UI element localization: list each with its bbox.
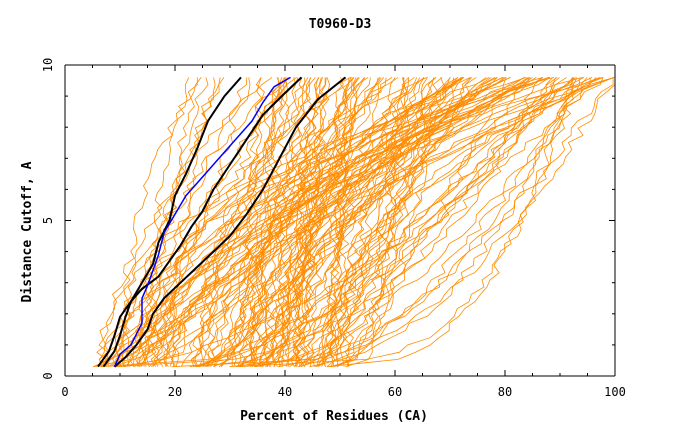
background-series-line: [206, 77, 437, 368]
highlighted-series-line: [97, 76, 303, 368]
y-tick-label: 5: [41, 217, 55, 224]
background-series-line: [194, 77, 525, 367]
highlighted-series-line: [113, 76, 291, 368]
background-series-line: [118, 77, 604, 368]
background-series-line: [284, 77, 311, 367]
background-series-line: [204, 77, 531, 367]
x-tick-label: 60: [388, 385, 402, 399]
background-series-line: [157, 77, 584, 367]
background-series-line: [247, 77, 281, 367]
background-series-line: [273, 77, 462, 367]
background-series-line: [150, 77, 355, 367]
background-series-line: [242, 77, 477, 367]
background-series-line: [115, 77, 273, 367]
background-series-line: [318, 77, 344, 367]
background-series-line: [266, 77, 597, 367]
background-series-line: [98, 77, 550, 367]
x-tick-label: 0: [61, 385, 68, 399]
highlighted-series-line: [102, 76, 242, 368]
background-series-line: [309, 77, 616, 368]
background-series-line: [192, 77, 558, 368]
background-series-line: [189, 77, 473, 368]
background-series-line: [172, 77, 216, 367]
x-tick-label: 20: [168, 385, 182, 399]
background-series-line: [294, 77, 533, 367]
background-series-line: [289, 77, 327, 368]
x-tick-label: 100: [604, 385, 626, 399]
background-series-line: [129, 77, 603, 367]
background-series-line: [153, 77, 427, 367]
background-series-line: [255, 77, 396, 368]
x-axis-label: Percent of Residues (CA): [240, 409, 428, 424]
highlighted-series-group: [97, 76, 347, 368]
background-series-line: [171, 77, 575, 368]
background-series-line: [298, 77, 560, 368]
background-series-line: [239, 77, 581, 368]
x-tick-label: 40: [278, 385, 292, 399]
background-series-line: [135, 77, 511, 367]
y-tick-label: 10: [41, 58, 55, 72]
background-series-line: [96, 77, 527, 367]
background-series-line: [93, 77, 287, 368]
background-series-line: [237, 77, 529, 367]
background-series-line: [138, 77, 289, 367]
background-series-line: [129, 77, 615, 367]
background-series-line: [105, 77, 543, 367]
background-series-line: [110, 77, 221, 368]
background-series-line: [314, 77, 429, 368]
x-tick-label: 80: [498, 385, 512, 399]
background-series-line: [112, 77, 555, 367]
background-series-line: [126, 77, 544, 367]
background-series-line: [298, 77, 614, 368]
background-series-line: [123, 77, 462, 367]
axes-group: 0 20 40 60 80 100 0 5 10: [41, 58, 626, 399]
background-series-line: [190, 77, 506, 367]
background-series-line: [238, 77, 465, 367]
background-series-line: [210, 77, 593, 367]
background-series-line: [255, 77, 573, 368]
background-series-line: [123, 77, 322, 368]
background-series-line: [248, 77, 551, 367]
background-series-line: [237, 77, 578, 368]
background-series-line: [163, 77, 615, 367]
background-series-line: [150, 77, 531, 368]
chart-title: T0960-D3: [309, 17, 372, 32]
background-series-line: [136, 77, 248, 367]
background-series-group: [93, 77, 616, 368]
background-series-line: [284, 77, 314, 367]
background-series-line: [235, 77, 567, 368]
background-series-line: [339, 77, 425, 367]
background-series-line: [151, 77, 198, 367]
background-series-line: [192, 77, 464, 367]
background-series-line: [275, 77, 326, 367]
background-series-line: [254, 77, 588, 368]
background-series-line: [290, 77, 366, 367]
y-axis-label: Distance Cutoff, A: [20, 161, 35, 302]
background-series-line: [140, 77, 459, 367]
background-series-line: [250, 77, 615, 367]
background-series-line: [278, 77, 434, 368]
background-series-line: [334, 77, 591, 368]
background-series-line: [327, 77, 574, 368]
background-series-line: [298, 77, 554, 367]
y-tick-label: 0: [41, 372, 55, 379]
background-series-line: [138, 77, 492, 367]
background-series-line: [328, 77, 604, 367]
highlighted-series-line: [113, 76, 347, 368]
background-series-line: [213, 77, 264, 368]
background-series-line: [266, 77, 585, 367]
background-series-line: [330, 77, 408, 368]
